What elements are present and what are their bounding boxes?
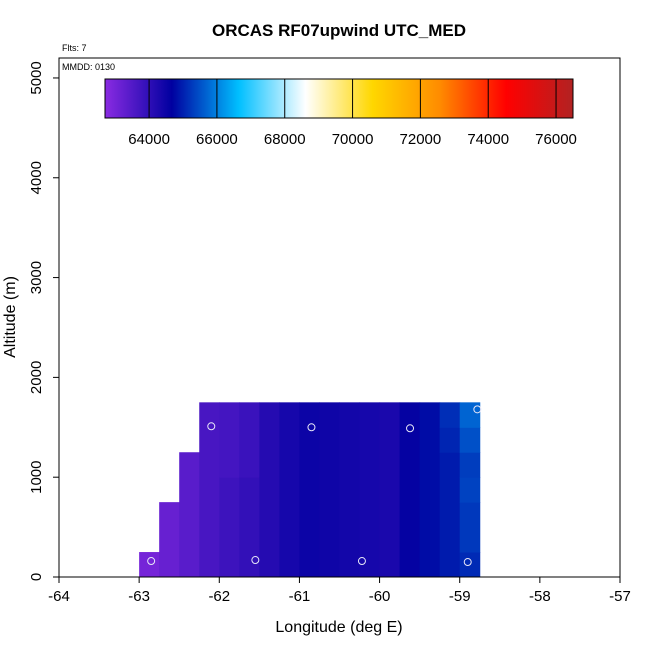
heatmap-cell <box>459 502 481 553</box>
y-tick-label: 1000 <box>28 461 45 494</box>
heatmap-cell <box>159 502 180 578</box>
x-tick-label: -57 <box>609 588 631 605</box>
heatmap-cell <box>279 402 300 578</box>
heatmap-cell <box>399 402 421 578</box>
colorbar-ticks: 64000 66000 68000 70000 72000 74000 76000 <box>128 79 577 148</box>
heatmap-cell <box>459 427 481 453</box>
colorbar-tick-label: 72000 <box>400 131 442 148</box>
heatmap-cell <box>199 402 220 578</box>
chart-title: ORCAS RF07upwind UTC_MED <box>212 21 466 40</box>
heatmap-cell <box>139 552 160 578</box>
y-tick-label: 2000 <box>28 361 45 394</box>
sample-point <box>147 557 156 566</box>
colorbar-tick-label: 76000 <box>535 131 577 148</box>
colorbar <box>104 78 574 119</box>
y-tick-label: 4000 <box>28 161 45 194</box>
heatmap-cell <box>379 402 401 578</box>
heatmap-cell <box>299 402 320 578</box>
colorbar-tick-label: 74000 <box>467 131 509 148</box>
heatmap-cell <box>179 452 200 578</box>
x-axis: -64 -63 -62 -61 -60 -59 -58 -57 <box>48 577 631 605</box>
sample-point <box>406 424 415 433</box>
x-tick-label: -59 <box>449 588 471 605</box>
sample-point <box>463 558 472 567</box>
y-tick-label: 5000 <box>28 61 45 94</box>
y-tick-label: 3000 <box>28 261 45 294</box>
heatmap-cell <box>439 427 461 453</box>
heatmap-cell <box>459 402 481 428</box>
sample-point <box>357 557 366 566</box>
x-axis-label: Longitude (deg E) <box>275 619 402 636</box>
colorbar-tick-label: 64000 <box>128 131 170 148</box>
heatmap-cell <box>219 402 240 478</box>
x-tick-label: -58 <box>529 588 551 605</box>
y-tick-label: 0 <box>28 573 45 581</box>
heatmap-cell <box>419 402 441 578</box>
heatmap-cell <box>259 402 280 578</box>
colorbar-tick-label: 68000 <box>264 131 306 148</box>
sample-point <box>473 405 482 414</box>
x-tick-label: -61 <box>289 588 311 605</box>
sample-point <box>307 423 316 432</box>
sample-point <box>207 422 216 431</box>
flights-count-label: Flts: 7 <box>62 43 87 53</box>
heatmap-cell <box>459 452 481 478</box>
colorbar-tick-label: 66000 <box>196 131 238 148</box>
heatmap-cell <box>339 402 361 578</box>
heatmap-cell <box>319 402 340 578</box>
y-axis: 0 1000 2000 3000 4000 5000 <box>28 61 59 581</box>
heatmap-cell <box>239 402 260 478</box>
heatmap-cell <box>439 402 461 428</box>
date-label: MMDD: 0130 <box>62 62 115 72</box>
heatmap-cell <box>219 477 240 578</box>
heatmap-cell <box>239 477 260 578</box>
sample-point <box>251 556 260 565</box>
x-tick-label: -60 <box>369 588 391 605</box>
colorbar-tick-label: 70000 <box>332 131 374 148</box>
x-tick-label: -63 <box>128 588 150 605</box>
heatmap-cell <box>359 402 381 578</box>
sample-points <box>147 405 482 567</box>
heatmap-cell <box>459 477 481 503</box>
x-tick-label: -62 <box>208 588 230 605</box>
plot-frame <box>58 57 621 578</box>
y-axis-label: Altitude (m) <box>2 276 19 358</box>
x-tick-label: -64 <box>48 588 70 605</box>
heatmap-cell <box>439 452 461 578</box>
heatmap-cells <box>139 402 481 578</box>
